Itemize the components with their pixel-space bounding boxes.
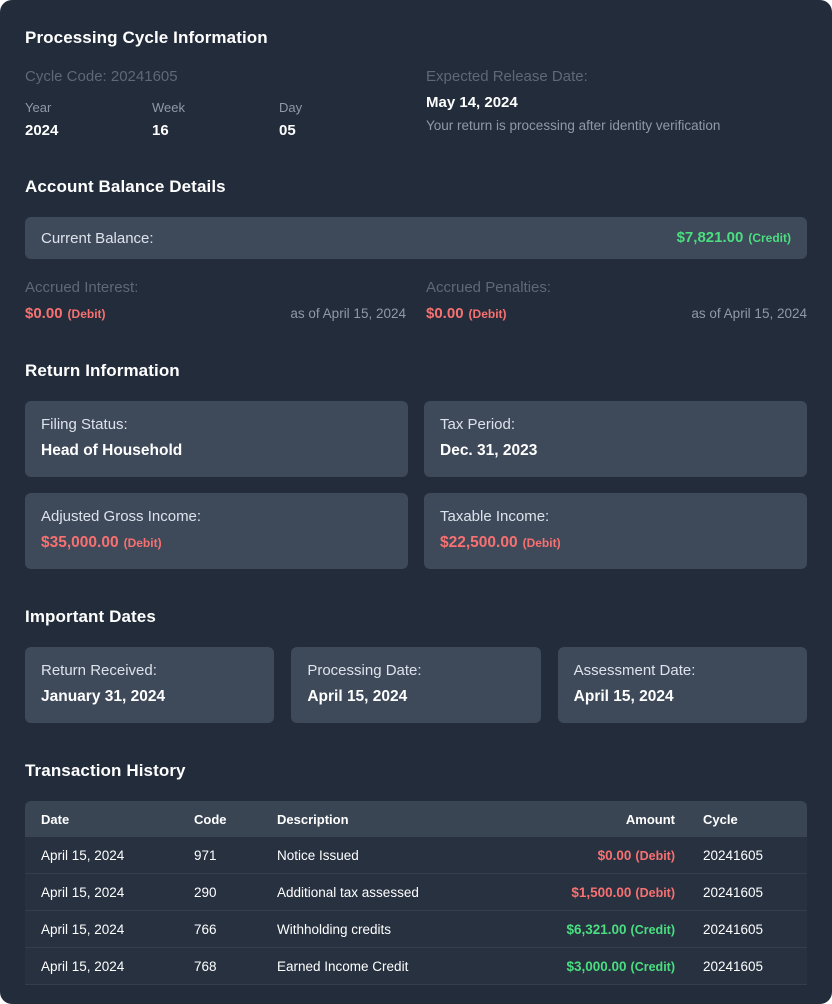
cycle-year-field: Year 2024 [25,100,152,139]
row-amount: $3,000.00 (Credit) [566,958,675,974]
table-row: April 15, 2024 971 Notice Issued $0.00 (D… [25,837,807,874]
cycle-day-field: Day 05 [279,100,406,139]
taxable-income-label: Taxable Income: [440,508,550,525]
header-code: Code [194,811,227,827]
filing-status-label: Filing Status: [41,416,128,433]
cycle-year-label: Year [25,100,52,115]
important-dates-title: Important Dates [25,607,156,626]
account-balance-title: Account Balance Details [25,177,226,196]
header-amount: Amount [625,811,675,827]
processing-note: Your return is processing after identity… [426,118,721,133]
header-date: Date [41,811,70,827]
assessment-date-label: Assessment Date: [573,662,696,679]
cycle-day-value: 05 [279,122,296,139]
accrued-interest-amount: $0.00 (Debit) [25,305,106,322]
accrued-penalties-label: Accrued Penalties: [426,279,552,296]
processing-date-card: Processing Date: April 15, 2024 [291,647,541,723]
return-received-label: Return Received: [41,662,157,679]
filing-status-value: Head of Household [41,442,183,459]
row-amount: $6,321.00 (Credit) [566,921,675,937]
account-balance-section: Account Balance Details Current Balance:… [25,177,807,323]
cycle-week-label: Week [152,100,185,115]
taxable-income-card: Taxable Income: $22,500.00 (Debit) [424,493,807,569]
current-balance-label: Current Balance: [41,229,154,247]
agi-card: Adjusted Gross Income: $35,000.00 (Debit) [25,493,408,569]
row-amount: $1,500.00 (Debit) [571,884,675,900]
taxable-income-value: $22,500.00 (Debit) [440,534,561,551]
transactions-table: Date Code Description Amount Cycle April… [25,801,807,985]
accrued-interest-block: Accrued Interest: $0.00 (Debit) as of Apr… [25,279,406,323]
processing-date-label: Processing Date: [307,662,422,679]
accrued-penalties-block: Accrued Penalties: $0.00 (Debit) as of Ap… [426,279,807,323]
transaction-history-title: Transaction History [25,761,186,780]
cycle-week-value: 16 [152,122,169,139]
cycle-year-value: 2024 [25,122,59,139]
header-description: Description [277,811,349,827]
table-row: April 15, 2024 766 Withholding credits $… [25,911,807,948]
current-balance-amount: $7,821.00 (Credit) [676,229,791,246]
filing-status-card: Filing Status: Head of Household [25,401,408,477]
return-information-section: Return Information Filing Status: Head o… [25,361,807,569]
agi-label: Adjusted Gross Income: [41,508,202,525]
processing-date-value: April 15, 2024 [307,688,408,705]
accrued-interest-label: Accrued Interest: [25,279,139,296]
tax-period-value: Dec. 31, 2023 [440,442,538,459]
tax-period-card: Tax Period: Dec. 31, 2023 [424,401,807,477]
accrued-penalties-asof: as of April 15, 2024 [691,306,807,321]
cycle-week-field: Week 16 [152,100,279,139]
table-row: April 15, 2024 290 Additional tax assess… [25,874,807,911]
return-information-title: Return Information [25,361,180,380]
agi-value: $35,000.00 (Debit) [41,534,162,551]
accrued-penalties-amount: $0.00 (Debit) [426,305,507,322]
assessment-date-card: Assessment Date: April 15, 2024 [557,647,807,723]
expected-release-label: Expected Release Date: [426,68,588,85]
cycle-code-text: Cycle Code: 20241605 [25,68,178,85]
tax-period-label: Tax Period: [440,416,516,433]
return-received-value: January 31, 2024 [41,688,166,705]
header-cycle: Cycle [703,811,738,827]
cycle-day-label: Day [279,100,303,115]
assessment-date-value: April 15, 2024 [573,688,674,705]
row-amount: $0.00 (Debit) [597,847,675,863]
expected-release-block: Expected Release Date: May 14, 2024 Your… [426,68,807,139]
transactions-table-header: Date Code Description Amount Cycle [25,801,807,837]
expected-release-date: May 14, 2024 [426,94,518,111]
return-received-card: Return Received: January 31, 2024 [25,647,275,723]
transaction-history-section: Transaction History Date Code Descriptio… [25,761,807,985]
accrued-interest-asof: as of April 15, 2024 [290,306,406,321]
current-balance-row: Current Balance: $7,821.00 (Credit) [25,217,807,259]
processing-cycle-section: Processing Cycle Information Cycle Code:… [25,28,807,139]
important-dates-section: Important Dates Return Received: January… [25,607,807,723]
cycle-code-block: Cycle Code: 20241605 Year 2024 Week 16 D… [25,68,406,139]
table-row: April 15, 2024 768 Earned Income Credit … [25,948,807,985]
processing-cycle-title: Processing Cycle Information [25,28,268,47]
